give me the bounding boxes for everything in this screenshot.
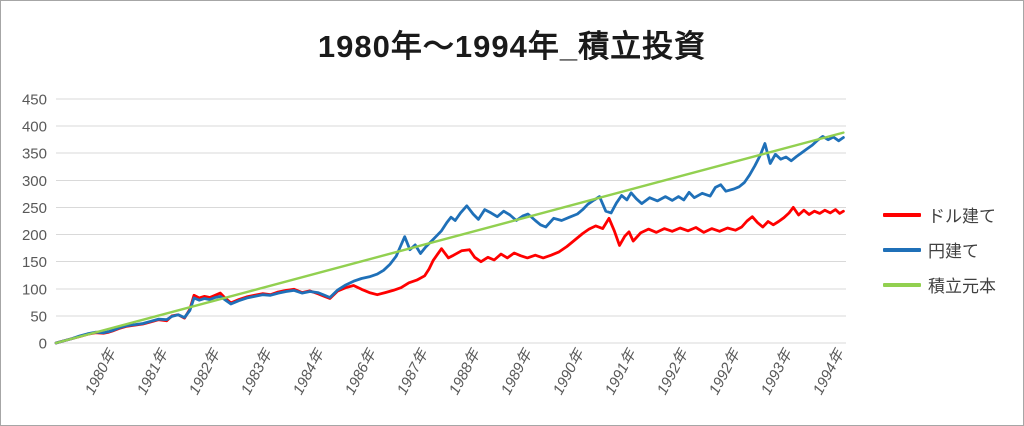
- x-axis-tick-label: 1988年: [446, 345, 485, 397]
- legend-item-usd: ドル建て: [883, 204, 996, 226]
- x-axis-tick-label: 1982年: [186, 345, 225, 397]
- legend-label-usd: ドル建て: [928, 207, 996, 226]
- legend-item-jpy: 円建て: [883, 239, 996, 261]
- legend-item-principal: 積立元本: [883, 274, 996, 296]
- series-line-jpy: [54, 134, 845, 345]
- x-axis-tick-label: 1987年: [394, 345, 433, 397]
- legend-swatch-usd: [883, 212, 921, 217]
- x-axis-tick-label: 1981年: [134, 345, 173, 397]
- legend-swatch-principal: [883, 282, 921, 287]
- y-axis-tick-label: 400: [22, 119, 47, 136]
- x-axis-tick-label: 1980年: [82, 345, 121, 397]
- chart-title: 1980年～1994年_積立投資: [317, 29, 707, 64]
- y-axis-tick-label: 350: [22, 146, 47, 163]
- x-axis-tick-label: 1991年: [602, 345, 641, 397]
- x-axis-tick-label: 1990年: [550, 345, 589, 397]
- y-axis-tick-label: 150: [22, 254, 47, 271]
- series-line-usd: [54, 205, 845, 345]
- legend-label-jpy: 円建て: [928, 242, 979, 261]
- x-axis-tick-label: 1984年: [290, 345, 329, 397]
- legend-swatch-jpy: [883, 247, 921, 252]
- y-axis-tick-label: 450: [22, 92, 47, 109]
- y-axis-tick-label: 0: [39, 336, 47, 353]
- y-axis-tick-label: 50: [30, 308, 47, 325]
- x-axis-tick-label: 1983年: [238, 345, 277, 397]
- x-axis-tick-label: 1989年: [498, 345, 537, 397]
- x-axis-tick-label: 1992年: [706, 345, 745, 397]
- x-axis-tick-label: 1993年: [758, 345, 797, 397]
- legend-label-principal: 積立元本: [928, 277, 996, 296]
- y-axis-tick-label: 250: [22, 200, 47, 217]
- x-axis-tick-label: 1992年: [654, 345, 693, 397]
- y-axis-tick-label: 300: [22, 173, 47, 190]
- y-axis-tick-label: 200: [22, 227, 47, 244]
- y-axis-tick-label: 100: [22, 281, 47, 298]
- x-axis-tick-label: 1994年: [810, 345, 849, 397]
- series-line-principal: [54, 131, 845, 345]
- legend: ドル建て 円建て 積立元本: [883, 204, 996, 296]
- x-axis-tick-label: 1986年: [342, 345, 381, 397]
